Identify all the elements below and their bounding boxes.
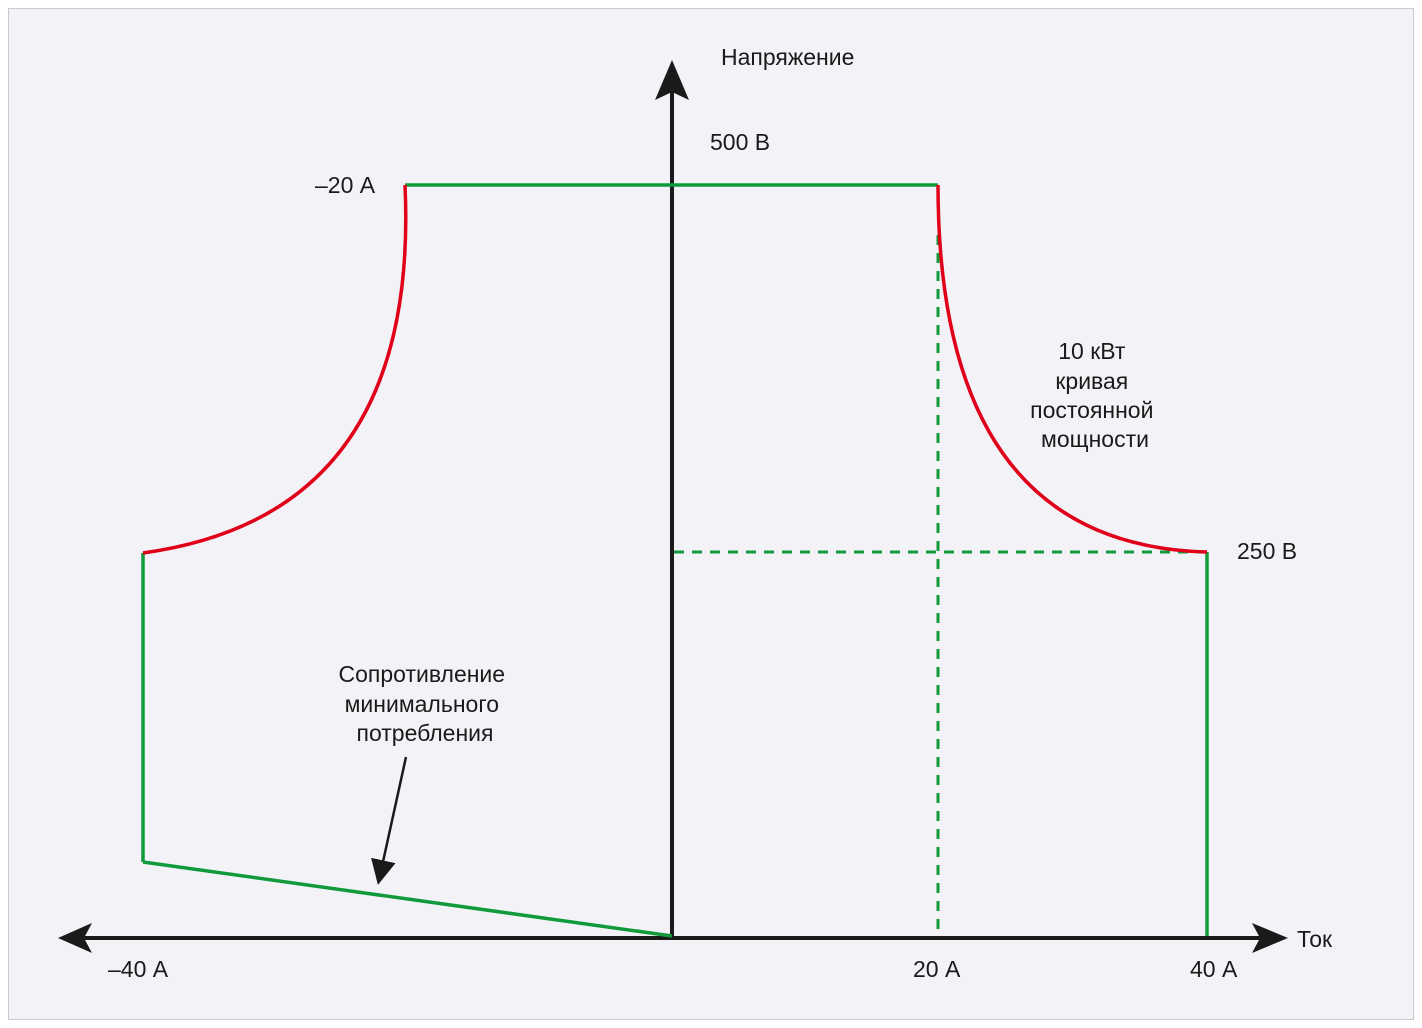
voltage-axis-arrow <box>655 60 689 100</box>
current-axis-arrow-right <box>1252 923 1288 953</box>
power-curve-label-line: кривая <box>1055 368 1128 394</box>
power-curve-label-line: постоянной <box>1030 397 1153 423</box>
resistance-annotation-arrow <box>371 756 408 885</box>
power-curve-label-line: 10 кВт <box>1058 338 1126 364</box>
constant-power-curve-left <box>142 184 408 555</box>
resistance-label-line: Сопротивление <box>339 661 506 687</box>
current-20-label: 20 А <box>913 956 961 982</box>
power-curve-label-line: мощности <box>1041 426 1149 452</box>
diagram-frame <box>8 8 1414 1020</box>
voltage-axis-label: Напряжение <box>721 44 854 70</box>
current-neg20-label: –20 А <box>315 172 376 198</box>
resistance-label-line: минимального <box>345 691 499 717</box>
resistance-label-line: потребления <box>357 720 494 746</box>
min-resistance-line <box>142 860 673 938</box>
current-axis-label: Ток <box>1297 926 1333 952</box>
current-neg40-label: –40 А <box>108 956 169 982</box>
voltage-max-label: 500 В <box>710 129 770 155</box>
current-40-label: 40 А <box>1190 956 1238 982</box>
voltage-knee-label: 250 В <box>1237 538 1297 564</box>
resistance-label: Сопротивление минимального потребления <box>339 661 512 746</box>
constant-power-curve-right <box>936 184 1208 554</box>
current-axis-arrow-left <box>58 923 92 953</box>
power-curve-label: 10 кВт кривая постоянной мощности <box>1030 338 1160 452</box>
